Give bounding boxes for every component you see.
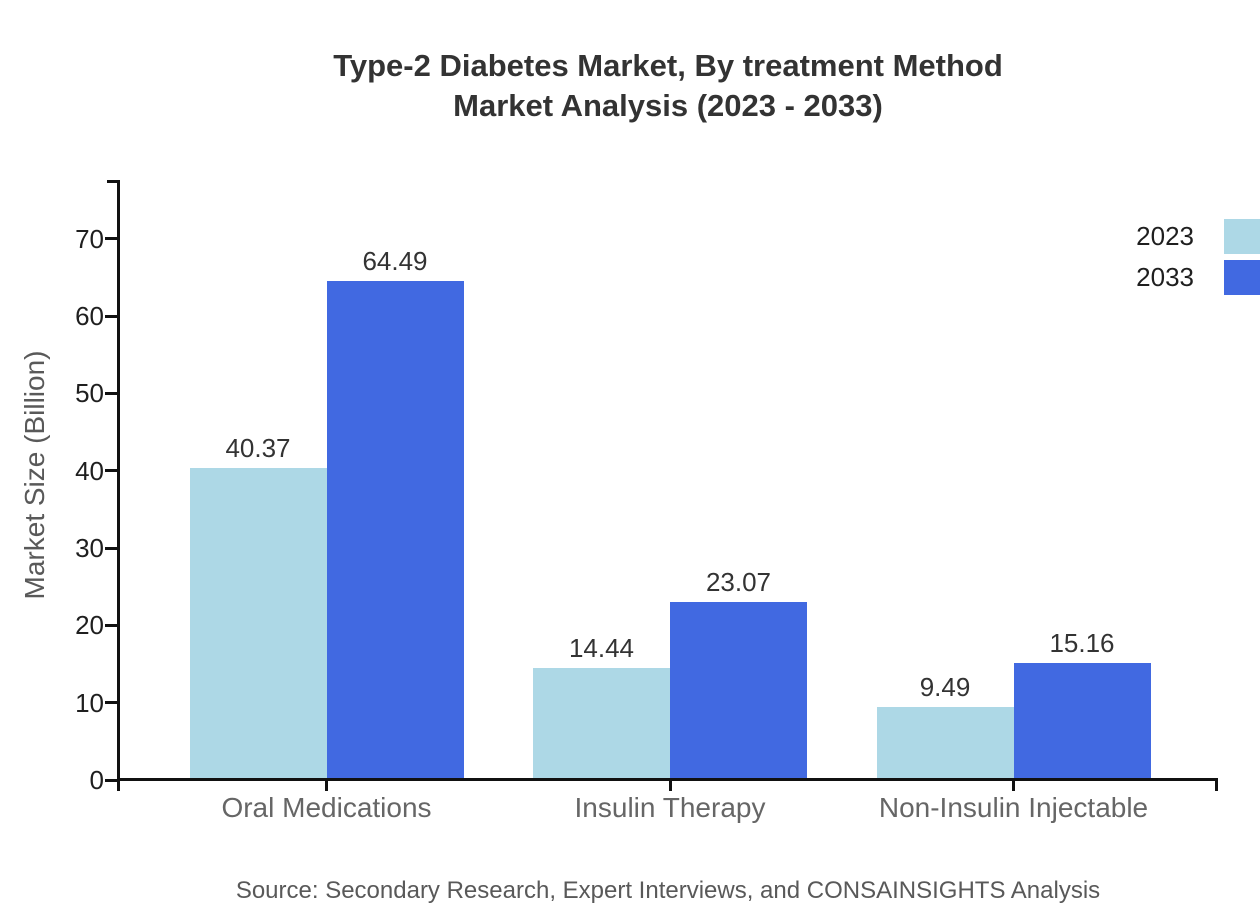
y-tick-mark-10 [105, 701, 118, 705]
legend-item-2033: 2033 [1136, 260, 1260, 295]
y-tick-label-60: 60 [75, 301, 104, 332]
y-tick-label-20: 20 [75, 610, 104, 641]
category-label-non-insulin-injectable: Non-Insulin Injectable [878, 792, 1149, 823]
y-tick-mark-60 [105, 314, 118, 318]
legend-item-2023: 2023 [1136, 219, 1260, 254]
y-tick-label-40: 40 [75, 455, 104, 486]
y-tick-mark-30 [105, 546, 118, 550]
y-tick-mark-70 [105, 237, 118, 241]
y-axis-top-cap [107, 180, 120, 183]
y-tick-mark-50 [105, 391, 118, 395]
legend-label-2033: 2033 [1136, 262, 1194, 292]
x-tick-mark-non-insulin-injectable [1012, 779, 1015, 791]
y-tick-label-10: 10 [75, 687, 104, 718]
y-tick-label-70: 70 [75, 223, 104, 254]
category-label-insulin-therapy: Insulin Therapy [574, 792, 766, 823]
chart-title-line-1: Type-2 Diabetes Market, By treatment Met… [333, 48, 1003, 83]
bar-2033-insulin-therapy [670, 601, 807, 780]
x-tick-mark-oral-medications [325, 779, 328, 791]
y-tick-label-0: 0 [89, 765, 104, 795]
source-attribution: Source: Secondary Research, Expert Inter… [235, 877, 1101, 904]
y-tick-mark-0 [105, 778, 118, 782]
y-tick-label-30: 30 [75, 533, 104, 564]
x-tick-mark-insulin-therapy [668, 779, 672, 791]
bar-2023-insulin-therapy [533, 668, 670, 780]
category-label-oral-medications: Oral Medications [221, 792, 432, 823]
legend-label-2023: 2023 [1136, 221, 1194, 251]
x-axis-line [118, 778, 1218, 781]
legend-swatch-2023 [1224, 219, 1260, 254]
value-label-2023-non-insulin-injectable: 9.49 [919, 671, 971, 702]
bar-2023-non-insulin-injectable [876, 706, 1014, 780]
legend-swatch-2033 [1224, 260, 1260, 295]
chart-title-line-2: Market Analysis (2023 - 2033) [453, 88, 883, 123]
bar-2023-oral-medications [189, 467, 327, 780]
value-label-2033-non-insulin-injectable: 15.16 [1049, 627, 1115, 658]
value-label-2023-insulin-therapy: 14.44 [568, 633, 635, 664]
y-tick-mark-40 [105, 469, 118, 473]
value-label-2033-oral-medications: 64.49 [362, 246, 428, 277]
y-tick-label-50: 50 [75, 378, 104, 409]
y-axis-line [117, 180, 120, 791]
y-tick-mark-20 [105, 623, 118, 627]
value-label-2033-insulin-therapy: 23.07 [705, 566, 772, 597]
legend: 2023 2033 [1136, 219, 1260, 301]
chart-title: Type-2 Diabetes Market, By treatment Met… [118, 46, 1218, 126]
bar-2033-oral-medications [326, 281, 464, 780]
x-axis-end-cap [1215, 778, 1218, 791]
value-label-2023-oral-medications: 40.37 [225, 432, 291, 463]
bar-2033-non-insulin-injectable [1013, 662, 1151, 780]
